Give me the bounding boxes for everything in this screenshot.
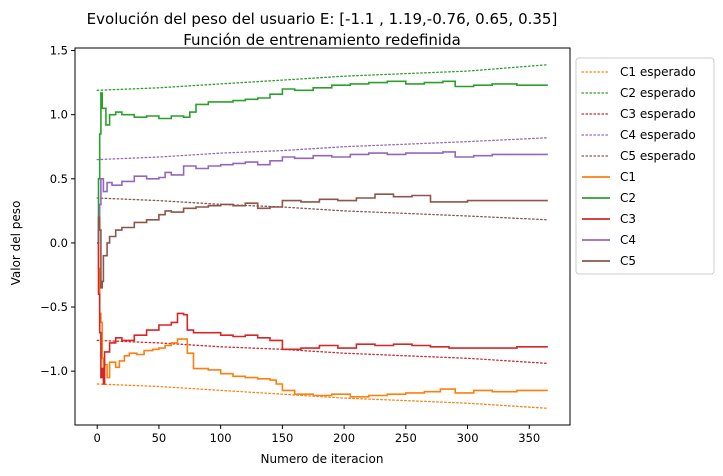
x-tick-label: 300 bbox=[457, 431, 479, 445]
x-axis-label: Numero de iteracion bbox=[261, 452, 384, 466]
series-line-c4-esperado bbox=[96, 137, 549, 161]
legend-label: C1 bbox=[620, 170, 636, 184]
x-tick-label: 100 bbox=[210, 431, 232, 445]
legend: C1 esperado C2 esperado C3 esperado C4 espe… bbox=[575, 57, 715, 275]
y-tick-label: −0.5 bbox=[40, 300, 68, 314]
series-line-c2-esperado bbox=[96, 64, 549, 91]
x-tick-label: 350 bbox=[518, 431, 540, 445]
x-tick-label: 250 bbox=[395, 431, 417, 445]
legend-label: C2 esperado bbox=[620, 86, 696, 100]
series-line-c2 bbox=[97, 80, 548, 244]
y-axis-label: Valor del peso bbox=[9, 201, 23, 286]
plot-frame bbox=[74, 47, 571, 426]
legend-box bbox=[575, 57, 715, 275]
series-line-c1 bbox=[97, 242, 548, 398]
legend-label: C3 bbox=[620, 212, 636, 226]
y-tick-label: 1.0 bbox=[50, 108, 68, 122]
y-tick-label: 0.5 bbox=[50, 172, 68, 186]
legend-label: C3 esperado bbox=[620, 107, 696, 121]
legend-label: C5 bbox=[620, 254, 636, 268]
legend-label: C2 bbox=[620, 191, 636, 205]
series-lines bbox=[96, 64, 549, 409]
series-line-c3 bbox=[97, 242, 548, 385]
x-axis-ticks: 0 50 100 150 200 250 300 350 bbox=[94, 425, 540, 445]
chart-subtitle: Función de entrenamiento redefinida bbox=[183, 31, 461, 49]
y-axis-ticks: −1.0 −0.5 0.0 0.5 1.0 1.5 bbox=[40, 44, 75, 378]
legend-label: C4 esperado bbox=[620, 128, 696, 142]
y-tick-label: −1.0 bbox=[40, 364, 68, 378]
y-tick-label: 1.5 bbox=[50, 44, 68, 58]
x-tick-label: 200 bbox=[333, 431, 355, 445]
legend-label: C4 bbox=[620, 233, 636, 247]
legend-label: C1 esperado bbox=[620, 65, 696, 79]
series-line-c5 bbox=[97, 193, 548, 289]
series-line-c3-esperado bbox=[96, 339, 549, 365]
chart-title: Evolución del peso del usuario E: [-1.1 … bbox=[87, 10, 558, 28]
series-line-c4 bbox=[97, 151, 548, 244]
series-line-c5-esperado bbox=[96, 197, 549, 221]
x-tick-label: 0 bbox=[94, 431, 101, 445]
legend-label: C5 esperado bbox=[620, 149, 696, 163]
x-tick-label: 150 bbox=[271, 431, 293, 445]
x-tick-label: 50 bbox=[152, 431, 167, 445]
plot-area: 0 50 100 150 200 250 300 350 −1.0 −0.5 0.0 0.5 1.0 1… bbox=[40, 44, 571, 445]
y-tick-label: 0.0 bbox=[50, 236, 68, 250]
